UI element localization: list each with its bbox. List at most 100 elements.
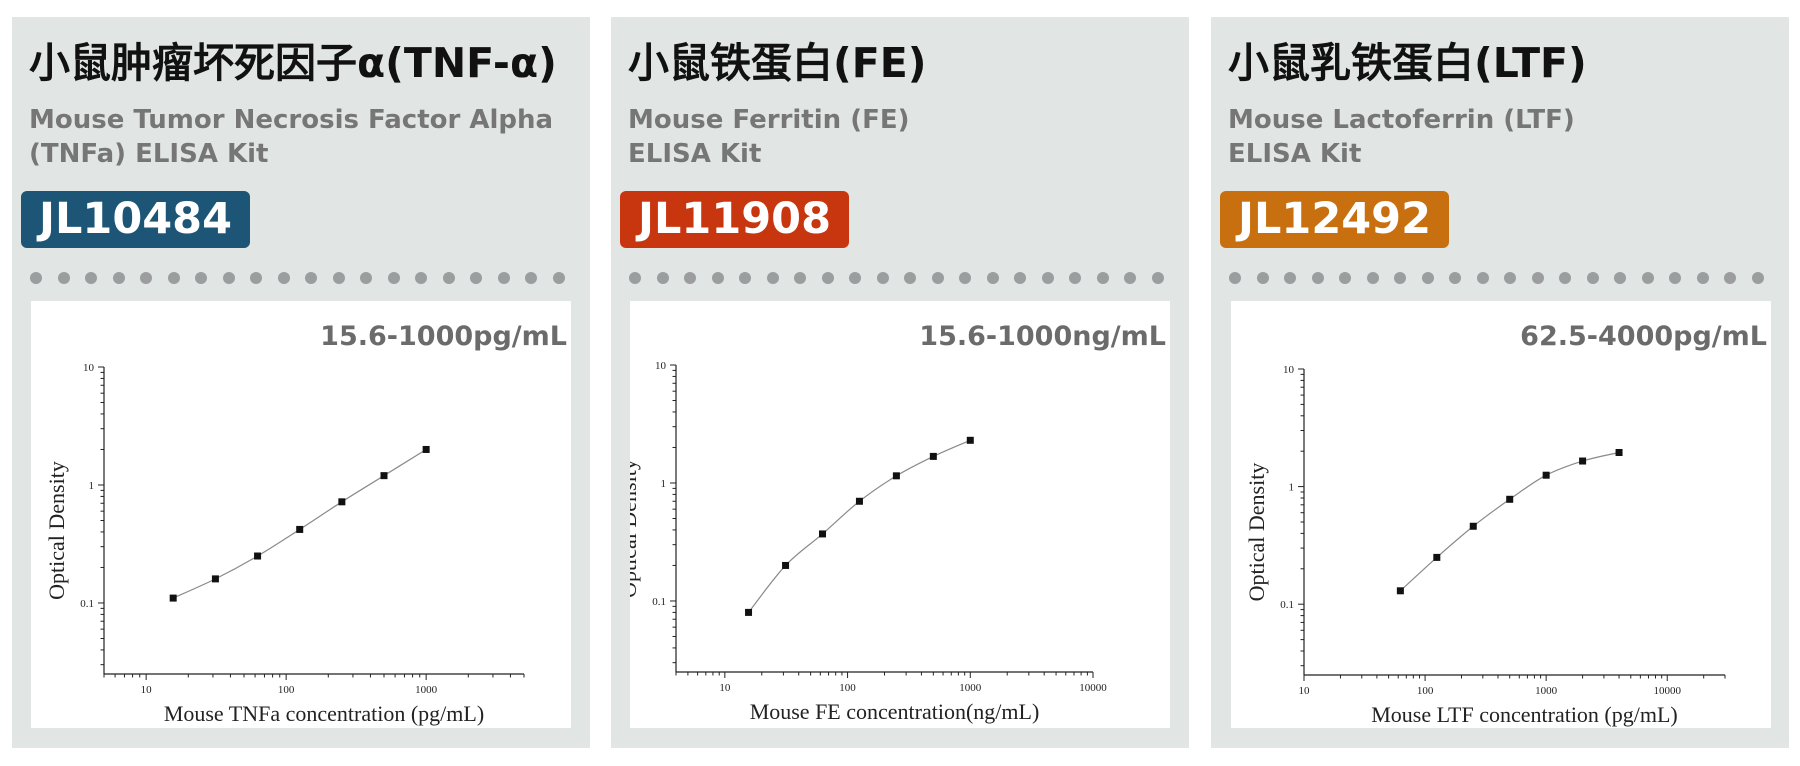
chart-panel: 15.6-1000pg/mL 10 100 1000 0.1 1 10 Mouse TNFa… xyxy=(31,301,571,728)
chart-panel: 15.6-1000ng/mL 10 100 1000 10000 0.1 1 10 Mouse… xyxy=(630,301,1170,728)
data-point xyxy=(1506,495,1514,503)
divider-dot xyxy=(1256,272,1269,284)
x-tick-label: 100 xyxy=(1417,685,1434,697)
x-tick-label: 1000 xyxy=(959,682,982,694)
x-tick-label: 10000 xyxy=(1079,682,1107,694)
divider-dot xyxy=(739,272,751,284)
divider-dot xyxy=(222,272,235,284)
divider-dot xyxy=(986,272,999,284)
divider-dot xyxy=(277,272,290,284)
divider-dot xyxy=(1229,272,1241,284)
divider-dot xyxy=(112,272,125,284)
fit-curve xyxy=(172,448,427,599)
divider-dot xyxy=(1559,272,1571,284)
divider-dot xyxy=(1284,272,1296,284)
standard-curve-chart: 10 100 1000 10000 0.1 1 10 Mouse FE concentrati… xyxy=(630,360,1107,724)
divider-dot xyxy=(876,272,889,284)
y-tick-label: 10 xyxy=(655,360,667,372)
divider-dot xyxy=(904,272,916,284)
x-tick-label: 10 xyxy=(719,682,731,694)
y-tick-label: 1 xyxy=(89,480,95,492)
detection-range: 15.6-1000ng/mL xyxy=(919,321,1166,352)
divider-dot xyxy=(629,272,641,284)
x-tick-label: 100 xyxy=(839,682,856,694)
divider-dot xyxy=(305,272,317,284)
divider-dot xyxy=(931,272,944,284)
divider-dot xyxy=(1696,272,1709,284)
x-axis-label: Mouse LTF concentration (pg/mL) xyxy=(1371,702,1678,727)
x-axis-label: Mouse FE concentration(ng/mL) xyxy=(750,699,1040,724)
divider-dot xyxy=(1366,272,1379,284)
divider-dot xyxy=(332,272,345,284)
divider-dot xyxy=(415,272,427,284)
divider-dot xyxy=(85,272,97,284)
data-point xyxy=(745,608,753,616)
divider-dot xyxy=(195,272,207,284)
data-point xyxy=(1433,553,1441,561)
data-point xyxy=(380,472,388,480)
divider-dot xyxy=(766,272,779,284)
detection-range: 15.6-1000pg/mL xyxy=(320,321,567,352)
x-tick-label: 1000 xyxy=(1535,685,1558,697)
card-subtitle-line2: (TNFa) ELISA Kit xyxy=(29,139,269,169)
divider-dot xyxy=(1041,272,1054,284)
y-axis-label: Optical Density xyxy=(1244,463,1269,602)
catalog-badge: JL11908 xyxy=(620,191,849,248)
x-tick-label: 10000 xyxy=(1653,685,1681,697)
divider-dot xyxy=(1614,272,1626,284)
divider-dot xyxy=(1096,272,1109,284)
catalog-badge: JL10484 xyxy=(21,191,250,248)
data-point xyxy=(1396,587,1404,595)
divider-dot xyxy=(57,272,70,284)
x-tick-label: 100 xyxy=(278,684,295,696)
standard-curve-chart: 10 100 1000 10000 0.1 1 10 Mouse LTF concentrat… xyxy=(1244,364,1726,727)
data-point xyxy=(1579,457,1587,465)
card-subtitle-line2: ELISA Kit xyxy=(1228,139,1362,169)
y-axis-label: Optical Density xyxy=(630,459,641,598)
data-point xyxy=(929,452,937,460)
divider-dot xyxy=(1311,272,1324,284)
divider-dot xyxy=(470,272,482,284)
chart-panel: 62.5-4000pg/mL 10 100 1000 10000 0.1 1 10 Mouse… xyxy=(1231,301,1771,728)
divider-dot xyxy=(1504,272,1516,284)
divider-dot xyxy=(1641,272,1654,284)
product-card-fe: 小鼠铁蛋白(FE) Mouse Ferritin (FE) ELISA Kit … xyxy=(611,17,1189,748)
data-point xyxy=(211,575,219,583)
data-point xyxy=(1469,522,1477,530)
divider-dot xyxy=(1421,272,1434,284)
product-card-tnf: 小鼠肿瘤坏死因子α(TNF-α) Mouse Tumor Necrosis Fa… xyxy=(12,17,590,748)
data-point xyxy=(966,436,974,444)
y-tick-label: 1 xyxy=(661,478,667,490)
divider-dot xyxy=(250,272,262,284)
catalog-badge: JL12492 xyxy=(1220,191,1449,248)
y-tick-label: 0.1 xyxy=(652,596,666,608)
card-title: 小鼠铁蛋白(FE) xyxy=(628,39,927,87)
data-point xyxy=(338,498,346,506)
data-point xyxy=(819,530,827,538)
standard-curve-chart: 10 100 1000 0.1 1 10 Mouse TNFa concentration … xyxy=(44,362,525,726)
x-tick-label: 1000 xyxy=(415,684,438,696)
divider-dot xyxy=(1724,272,1736,284)
divider-dot xyxy=(1669,272,1681,284)
y-tick-label: 0.1 xyxy=(1280,599,1294,611)
card-title: 小鼠肿瘤坏死因子α(TNF-α) xyxy=(29,39,557,87)
divider-dot xyxy=(1069,272,1081,284)
y-axis-label: Optical Density xyxy=(44,461,69,600)
y-tick-label: 0.1 xyxy=(80,598,94,610)
divider-dot xyxy=(1151,272,1164,284)
card-subtitle-line1: Mouse Lactoferrin (LTF) xyxy=(1228,105,1575,135)
card-subtitle-line1: Mouse Tumor Necrosis Factor Alpha xyxy=(29,105,554,135)
divider-dot xyxy=(711,272,724,284)
divider-dot xyxy=(1014,272,1026,284)
divider-dot xyxy=(1394,272,1406,284)
divider-dot xyxy=(794,272,806,284)
data-point xyxy=(1615,448,1623,456)
divider-dot xyxy=(30,272,42,284)
detection-range: 62.5-4000pg/mL xyxy=(1520,321,1767,352)
divider-dot xyxy=(1339,272,1351,284)
divider-dot xyxy=(525,272,537,284)
divider-dot xyxy=(684,272,696,284)
product-card-ltf: 小鼠乳铁蛋白(LTF) Mouse Lactoferrin (LTF) ELIS… xyxy=(1211,17,1789,748)
divider-dot xyxy=(497,272,510,284)
data-point xyxy=(254,552,262,560)
